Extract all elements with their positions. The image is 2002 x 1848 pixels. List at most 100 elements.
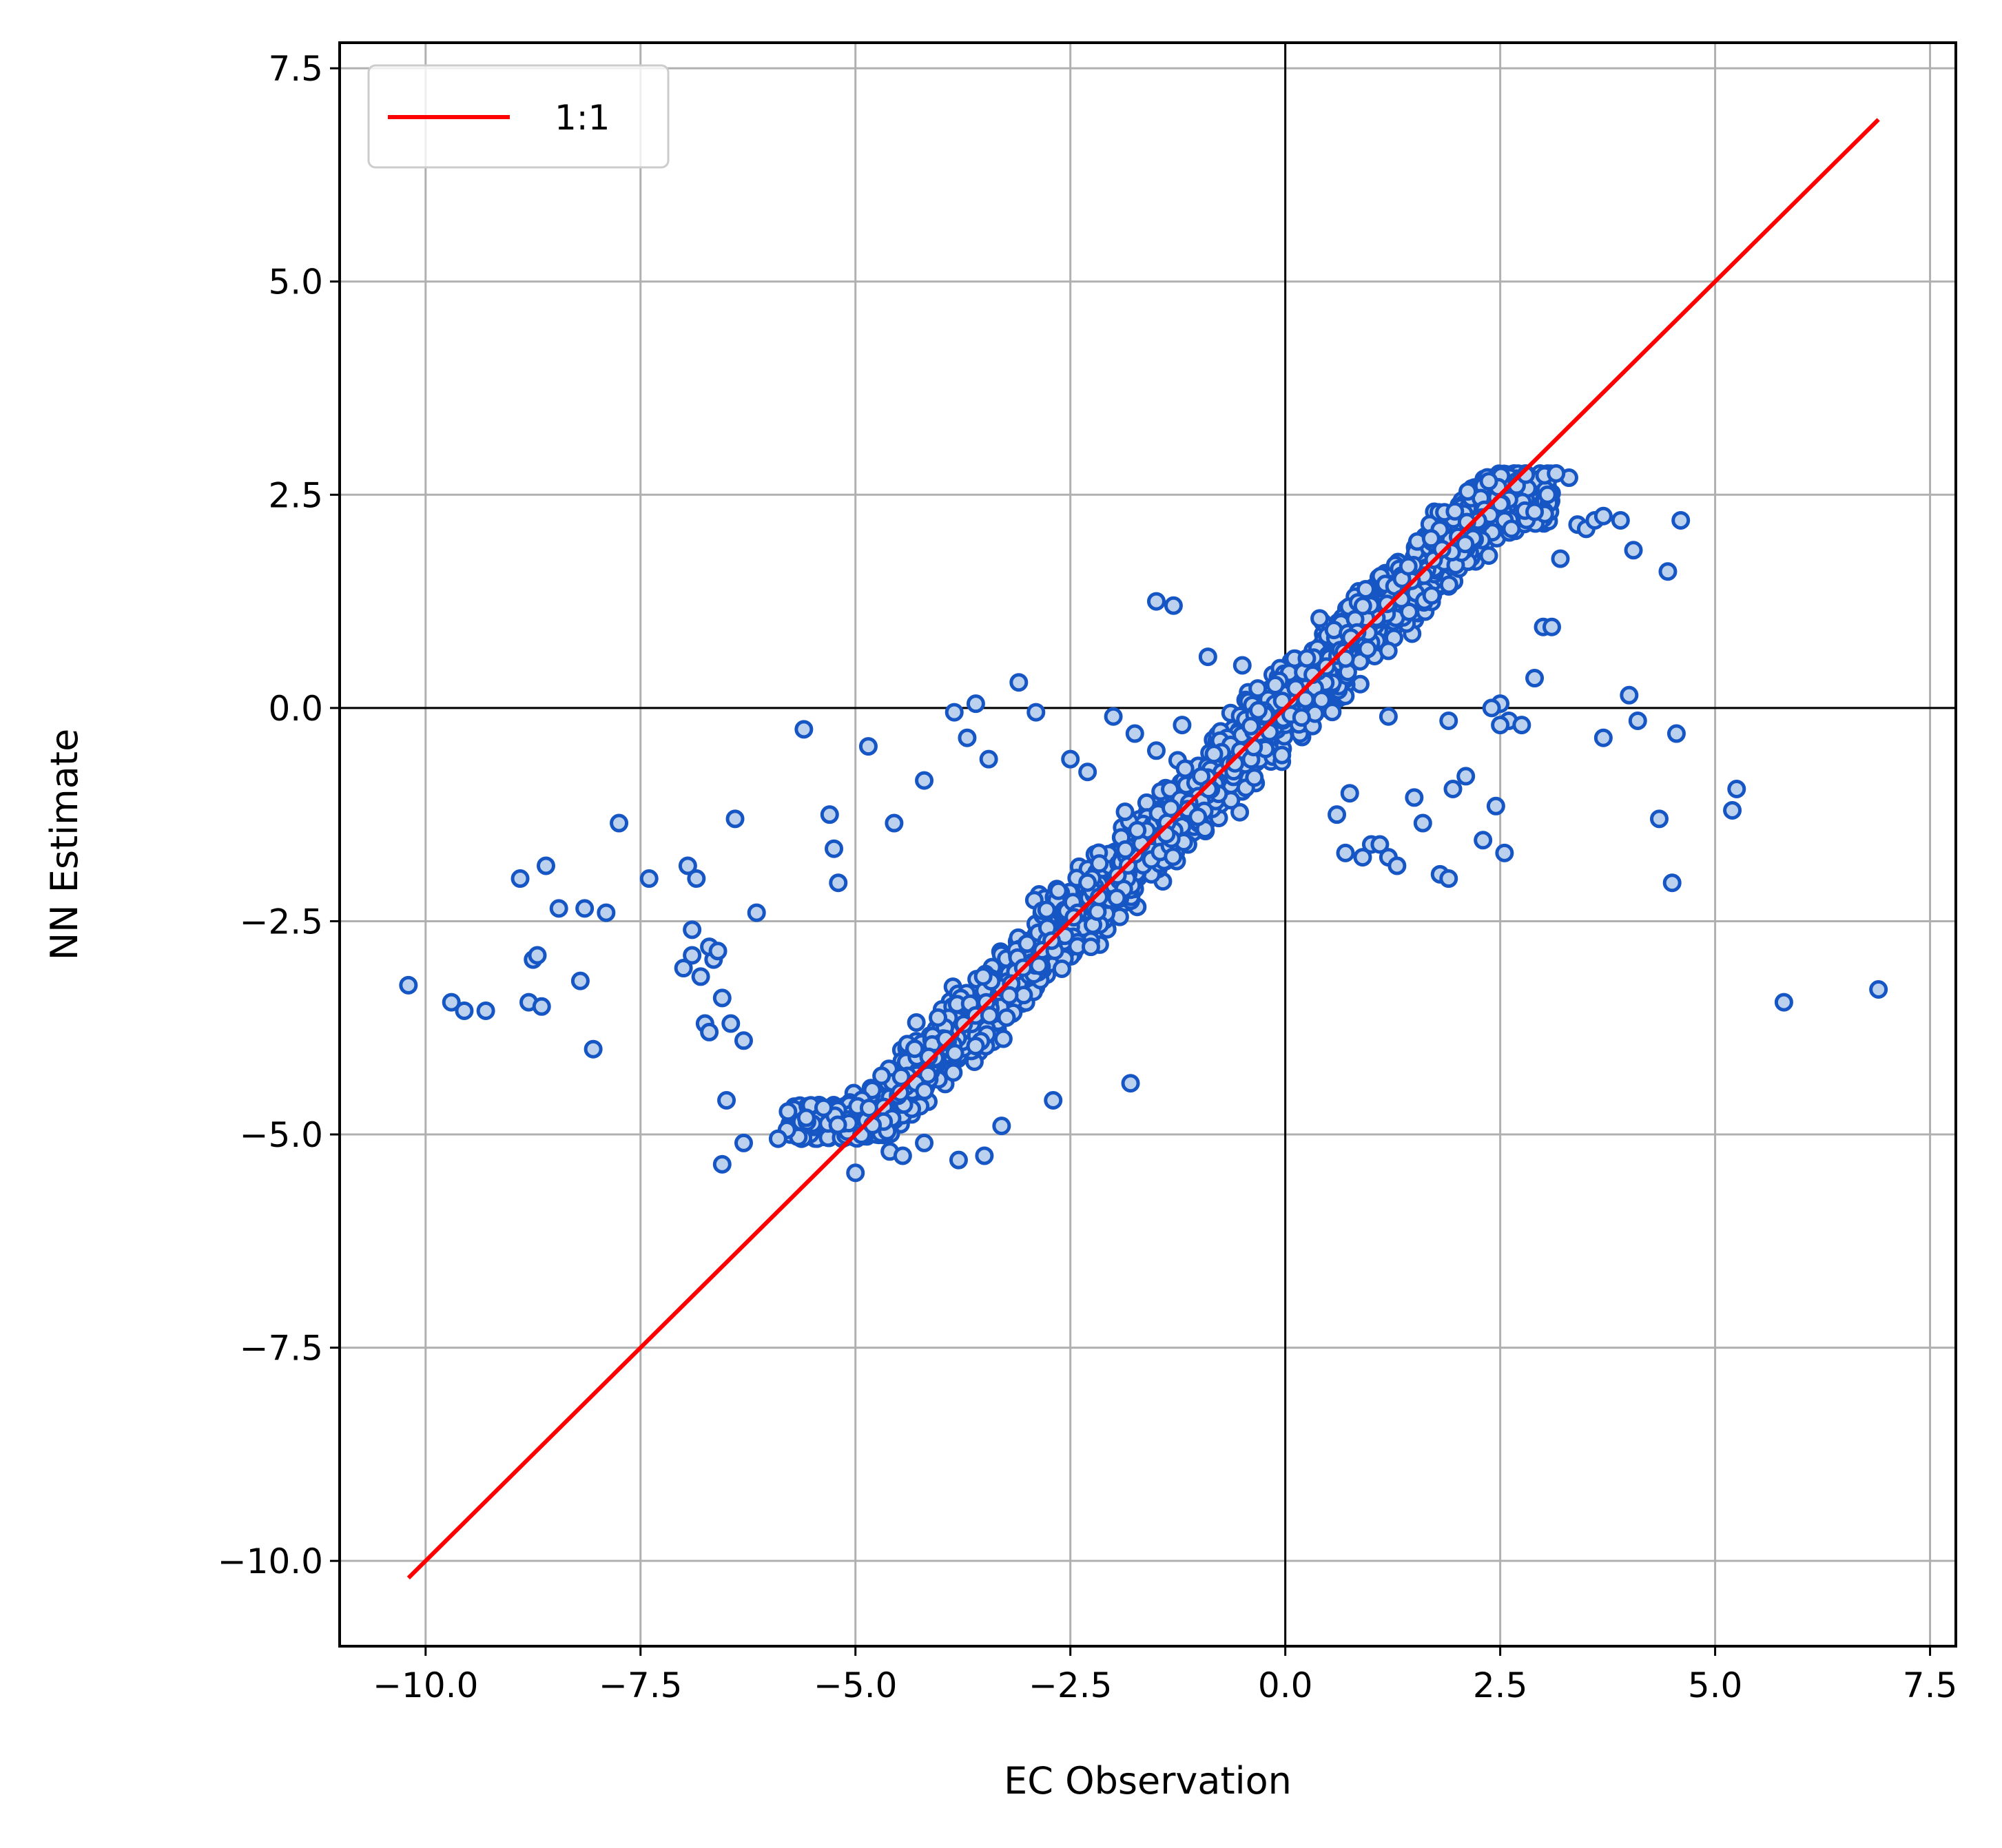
scatter-point [976, 969, 991, 984]
x-tick-label: −2.5 [1029, 1665, 1112, 1705]
scatter-point [1330, 807, 1345, 822]
scatter-point [1660, 564, 1675, 579]
scatter-point [831, 875, 846, 891]
scatter-point [1729, 782, 1744, 797]
scatter-point [1481, 474, 1496, 489]
scatter-point [1527, 504, 1542, 519]
scatter-point [1776, 995, 1791, 1010]
scatter-point [968, 1039, 983, 1054]
legend-label: 1:1 [555, 98, 610, 138]
scatter-point [822, 807, 837, 822]
scatter-point [723, 1016, 739, 1031]
scatter-point [1596, 730, 1611, 745]
scatter-point [685, 948, 700, 963]
scatter-point [1664, 875, 1680, 891]
scatter-point [1415, 816, 1430, 831]
y-tick-label: 0.0 [268, 689, 323, 729]
scatter-point [947, 1046, 962, 1061]
scatter-point [1275, 747, 1290, 762]
x-tick-label: 2.5 [1473, 1665, 1528, 1705]
scatter-point [1250, 703, 1266, 718]
scatter-point [577, 901, 592, 916]
scatter-point [977, 1148, 992, 1163]
scatter-point [909, 1015, 924, 1030]
scatter-point [1447, 503, 1463, 519]
scatter-point [1039, 902, 1054, 917]
scatter-point [1527, 671, 1542, 686]
scatter-point [1294, 710, 1309, 725]
scatter-point [874, 1068, 889, 1083]
scatter-point [1312, 611, 1328, 626]
y-tick-label: 7.5 [268, 49, 323, 89]
scatter-point [1046, 1092, 1061, 1108]
scatter-point [1109, 891, 1124, 906]
scatter-point [895, 1148, 910, 1163]
scatter-point [1596, 508, 1611, 523]
scatter-point [530, 948, 545, 963]
y-tick-label: −10.0 [218, 1541, 323, 1581]
scatter-point [981, 751, 996, 767]
scatter-point [1613, 512, 1628, 528]
scatter-point [1206, 747, 1221, 762]
scatter-point [714, 990, 730, 1006]
scatter-point [1051, 883, 1066, 898]
scatter-point [736, 1135, 752, 1150]
x-tick-label: 0.0 [1258, 1665, 1313, 1705]
scatter-point [714, 1156, 730, 1172]
scatter-point [1118, 842, 1133, 857]
scatter-point [702, 1024, 717, 1039]
scatter-point [1106, 709, 1121, 724]
scatter-point [781, 1104, 796, 1119]
scatter-point [1054, 962, 1069, 977]
scatter-point [951, 1152, 966, 1167]
scatter-point [1127, 726, 1142, 741]
scatter-point [1493, 718, 1508, 733]
scatter-point [947, 705, 962, 720]
scatter-point [796, 722, 812, 737]
y-tick-label: −7.5 [240, 1329, 323, 1369]
scatter-point [685, 922, 700, 937]
scatter-point [612, 816, 627, 831]
y-axis-title: NN Estimate [43, 729, 86, 960]
scatter-point [727, 811, 743, 827]
scatter-point [1299, 651, 1314, 666]
scatter-point [710, 944, 725, 959]
scatter-point [816, 1100, 831, 1115]
scatter-point [982, 1008, 997, 1023]
y-tick-label: 2.5 [268, 475, 323, 515]
scatter-point [1148, 743, 1164, 758]
y-tick-label: 5.0 [268, 262, 323, 302]
scatter-point [798, 1110, 814, 1125]
scatter-point [1630, 713, 1645, 728]
scatter-point [534, 999, 549, 1014]
scatter-point [1080, 875, 1095, 890]
scatter-point [1407, 790, 1422, 805]
scatter-point [1504, 521, 1519, 537]
scatter-point [1268, 678, 1283, 693]
scatter-point [1441, 577, 1456, 592]
scatter-point [917, 773, 932, 788]
scatter-point [968, 696, 983, 712]
scatter-point [1243, 718, 1259, 734]
scatter-point [887, 816, 902, 831]
scatter-point [1235, 658, 1250, 673]
scatter-point [848, 1165, 863, 1181]
scatter-point [736, 1033, 752, 1048]
scatter-point [1090, 904, 1105, 920]
x-tick-label: −10.0 [373, 1665, 478, 1705]
scatter-point [995, 1031, 1011, 1046]
scatter-point [1166, 849, 1181, 864]
scatter-point [931, 1010, 946, 1025]
scatter-point [1002, 988, 1017, 1003]
scatter-point [999, 1010, 1014, 1025]
scatter-point [551, 901, 566, 916]
scatter-point [1461, 484, 1476, 499]
scatter-point [457, 1003, 472, 1018]
scatter-point [1117, 804, 1133, 820]
scatter-point [1514, 718, 1529, 733]
scatter-point [960, 730, 975, 745]
scatter-point [401, 977, 416, 993]
scatter-point [1622, 687, 1637, 703]
scatter-point [689, 871, 704, 886]
